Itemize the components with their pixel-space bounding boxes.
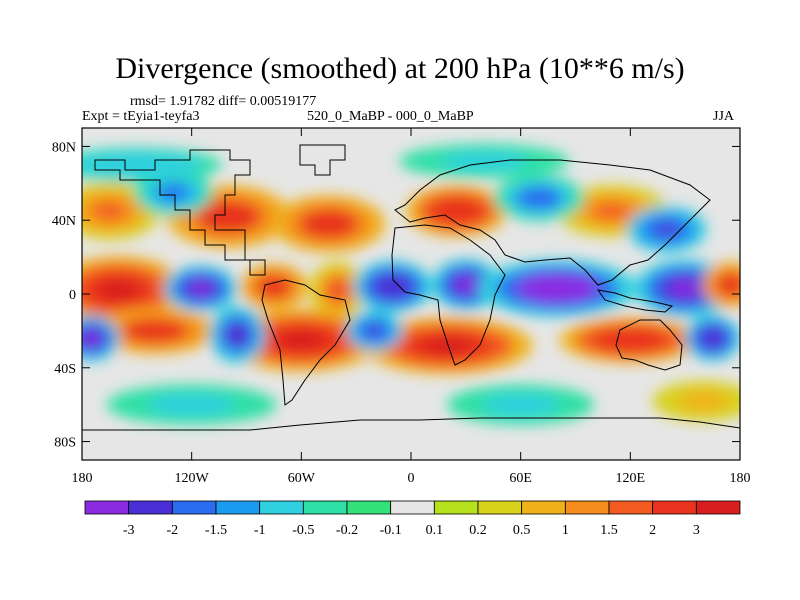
divergence-cell-20-3 bbox=[441, 203, 472, 219]
colorbar-box-11 bbox=[564, 500, 610, 515]
x-tick-label-6: 180 bbox=[730, 471, 751, 486]
colorbar-box-14 bbox=[695, 500, 741, 515]
colorbar-label-6: -0.1 bbox=[380, 523, 402, 538]
colorbar-box-6 bbox=[346, 500, 392, 515]
divergence-cell-17-3 bbox=[94, 202, 125, 220]
divergence-cell-15-3 bbox=[366, 325, 383, 337]
colorbar-label-2: -1.5 bbox=[205, 523, 227, 538]
coastline-antarctica bbox=[82, 417, 740, 431]
divergence-cell-10-3 bbox=[278, 330, 325, 350]
divergence-cell-9-3 bbox=[137, 324, 174, 338]
stats-text: rmsd= 1.91782 diff= 0.00519177 bbox=[130, 94, 317, 109]
colorbar-label-9: 0.5 bbox=[513, 523, 531, 538]
colorbar-label-4: -0.5 bbox=[292, 523, 314, 538]
coastline-south-america bbox=[261, 279, 351, 406]
divergence-cell-29-3 bbox=[688, 395, 719, 407]
divergence-cell-14-3 bbox=[229, 326, 246, 343]
colorbar-box-13 bbox=[652, 500, 697, 515]
divergence-field bbox=[82, 144, 740, 425]
coastline-australia bbox=[615, 319, 683, 371]
colorbar-box-12 bbox=[608, 500, 654, 515]
divergence-cell-16-3 bbox=[704, 331, 721, 345]
x-tick-label-3: 0 bbox=[408, 471, 415, 486]
chart-title: Divergence (smoothed) at 200 hPa (10**6 … bbox=[115, 52, 685, 85]
divergence-cell-1-3 bbox=[190, 281, 212, 296]
colorbar-label-1: -2 bbox=[166, 523, 178, 538]
divergence-cell-12-3 bbox=[609, 333, 651, 347]
colorbar-box-1 bbox=[128, 500, 173, 515]
coastline-africa bbox=[391, 224, 506, 366]
divergence-cell-2-3 bbox=[264, 279, 284, 294]
season-label: JJA bbox=[713, 109, 735, 124]
x-tick-label-4: 60E bbox=[509, 471, 532, 486]
divergence-cell-6-3 bbox=[534, 280, 581, 297]
divergence-cell-13-3 bbox=[82, 331, 100, 345]
divergence-cell-8-3 bbox=[722, 278, 740, 292]
divergence-cell-3-3 bbox=[329, 282, 347, 299]
colorbar: -3 -2 -1.5 -1 -0.5 -0.2 -0.1 0.1 0.2 0.5 1 1.5 2 3 bbox=[84, 500, 741, 538]
divergence-cell-28-3 bbox=[499, 398, 543, 411]
coastline-southeast-asia bbox=[596, 289, 674, 313]
colorbar-label-13: 3 bbox=[693, 523, 700, 538]
x-tick-label-2: 60W bbox=[288, 471, 316, 486]
divergence-cell-0-3 bbox=[98, 280, 139, 301]
divergence-cell-18-3 bbox=[210, 207, 247, 226]
colorbar-label-8: 0.2 bbox=[469, 523, 487, 538]
divergence-cell-19-3 bbox=[312, 215, 346, 233]
colorbar-box-3 bbox=[215, 500, 261, 515]
comparison-label: 520_0_MaBP - 000_0_MaBP bbox=[307, 109, 474, 124]
y-tick-label-1: 40N bbox=[52, 214, 76, 229]
coastline-greenland bbox=[299, 144, 346, 176]
divergence-cell-11-3 bbox=[422, 337, 473, 354]
x-tick-label-1: 120W bbox=[175, 471, 210, 486]
divergence-cell-4-3 bbox=[381, 279, 405, 295]
colorbar-label-11: 1.5 bbox=[600, 523, 618, 538]
y-tick-label-2: 0 bbox=[69, 288, 76, 303]
coastline-eurasia bbox=[394, 159, 711, 286]
colorbar-label-7: 0.1 bbox=[426, 523, 444, 538]
divergence-cell-23-3 bbox=[525, 191, 553, 205]
divergence-cell-7-3 bbox=[670, 280, 700, 297]
colorbar-box-7 bbox=[390, 500, 435, 515]
divergence-cell-22-3 bbox=[161, 185, 185, 200]
y-tick-label-4: 80S bbox=[54, 436, 76, 451]
x-tick-label-5: 120E bbox=[616, 471, 646, 486]
colorbar-label-12: 2 bbox=[649, 523, 656, 538]
colorbar-label-5: -0.2 bbox=[336, 523, 358, 538]
x-tick-label-0: 180 bbox=[72, 471, 93, 486]
divergence-cell-21-3 bbox=[595, 203, 629, 219]
divergence-cell-5-3 bbox=[455, 277, 476, 293]
y-axis: 80N 40N 0 40S 80S bbox=[52, 140, 740, 451]
coastline-north-america bbox=[94, 149, 266, 276]
divergence-cell-27-3 bbox=[166, 398, 217, 411]
x-axis: 180 120W 60W 0 60E 120E 180 bbox=[72, 128, 751, 486]
colorbar-box-2 bbox=[171, 500, 217, 515]
colorbar-label-3: -1 bbox=[254, 523, 266, 538]
colorbar-label-10: 1 bbox=[562, 523, 569, 538]
divergence-cell-26-3 bbox=[459, 156, 509, 167]
y-tick-label-3: 40S bbox=[54, 362, 76, 377]
colorbar-box-9 bbox=[477, 500, 523, 515]
continent-outlines bbox=[82, 144, 740, 431]
colorbar-label-0: -3 bbox=[123, 523, 135, 538]
colorbar-box-8 bbox=[433, 500, 479, 515]
divergence-cell-25-3 bbox=[112, 159, 162, 170]
y-tick-label-0: 80N bbox=[52, 140, 76, 155]
divergence-cell-24-3 bbox=[655, 222, 679, 237]
colorbar-box-5 bbox=[302, 500, 348, 515]
experiment-label: Expt = tEyia1-teyfa3 bbox=[82, 109, 200, 124]
colorbar-box-4 bbox=[259, 500, 304, 515]
colorbar-box-10 bbox=[521, 500, 566, 515]
colorbar-box-0 bbox=[84, 500, 130, 515]
